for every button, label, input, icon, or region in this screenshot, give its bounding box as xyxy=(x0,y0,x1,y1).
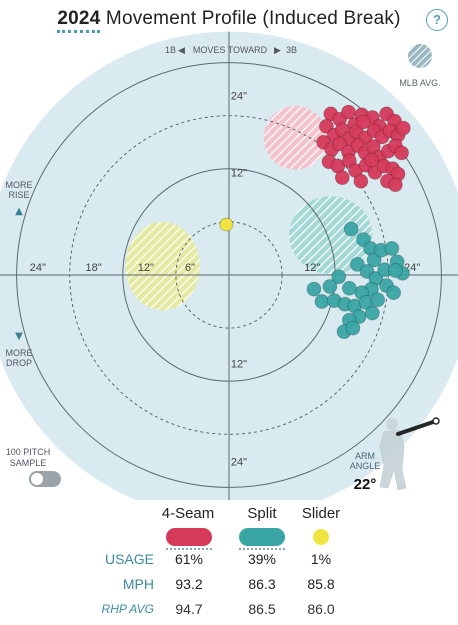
pitch-point-4-seam-19 xyxy=(395,120,411,136)
ring-label-h-3: 6" xyxy=(185,262,195,274)
pitch-point-split-5 xyxy=(384,241,400,256)
arrow-down-icon: ▼ xyxy=(15,331,23,342)
arm-angle-label: ARM ANGLE xyxy=(349,451,381,471)
pitch-point-split-19 xyxy=(322,279,338,294)
more-rise-indicator: MORE RISE ▲ xyxy=(6,180,33,217)
col-head-split: Split xyxy=(247,505,277,522)
mph-split: 86.3 xyxy=(248,576,276,592)
more-drop-line1: MORE xyxy=(6,348,33,358)
direction-1b-label: 1B xyxy=(165,45,176,55)
pill-4seam[interactable] xyxy=(166,528,212,546)
mph-slider: 85.8 xyxy=(307,576,335,592)
pitch-point-4-seam-30 xyxy=(394,145,409,161)
more-rise-line2: RISE xyxy=(8,190,29,200)
pitcher-figure-icon xyxy=(379,417,440,491)
col-head-slider: Slider xyxy=(301,505,341,522)
rhp-slider: 86.0 xyxy=(307,601,335,617)
pill-split[interactable] xyxy=(239,528,285,546)
mlb-avg-4-seam xyxy=(263,105,328,170)
toggle-label: 100 PITCH SAMPLE xyxy=(6,447,51,468)
chart-title: 2024 Movement Profile (Induced Break) xyxy=(0,8,458,33)
ring-label-v-1: 12" xyxy=(231,167,247,179)
pitch-point-split-17 xyxy=(341,280,357,296)
direction-header: 1B ◀ MOVES TOWARD ▶ 3B xyxy=(165,45,297,56)
pitch-point-split-3 xyxy=(366,252,382,268)
row-label-usage: USAGE xyxy=(104,551,154,567)
row-label-rhp-avg: RHP AVG xyxy=(101,602,154,616)
ring-label-h-2: 12" xyxy=(138,262,154,274)
sample-toggle[interactable] xyxy=(29,471,61,487)
pill-slider[interactable] xyxy=(313,529,329,545)
rhp-split: 86.5 xyxy=(248,601,276,617)
pitch-point-split-14 xyxy=(386,285,402,301)
col-head-4seam: 4-Seam xyxy=(161,505,215,522)
pitch-point-split-26 xyxy=(370,292,386,308)
pitch-point-split-31 xyxy=(364,305,380,321)
usage-split: 39% xyxy=(247,551,277,567)
ring-label-v-2: 12" xyxy=(231,359,247,371)
more-drop-line2: DROP xyxy=(6,358,32,368)
usage-slider: 1% xyxy=(310,551,332,567)
arrow-left-icon: ◀ xyxy=(178,46,185,56)
pitch-point-4-seam-45 xyxy=(356,114,371,130)
pitch-point-4-seam-2 xyxy=(341,104,356,120)
row-label-mph: MPH xyxy=(122,576,154,592)
mlb-avg-label: MLB AVG. xyxy=(399,78,440,88)
pitch-point-4-seam-40 xyxy=(334,170,350,186)
arm-angle-value: 22° xyxy=(353,476,377,493)
pitch-point-4-seam-41 xyxy=(353,173,369,189)
toggle-knob xyxy=(31,473,43,485)
pitch-point-4-seam-44 xyxy=(364,152,379,168)
ring-label-h-1: 18" xyxy=(86,262,102,274)
pitch-point-4-seam-43 xyxy=(387,177,403,193)
pitch-point-split-18 xyxy=(331,269,347,285)
pitch-point-slider-0 xyxy=(219,217,234,232)
arrow-right-icon: ▶ xyxy=(274,46,281,56)
arrow-up-icon: ▲ xyxy=(15,206,23,217)
more-drop-indicator: ▼ MORE DROP xyxy=(6,331,33,368)
pitch-point-split-21 xyxy=(314,294,330,309)
pitch-point-split-12 xyxy=(387,263,403,278)
ring-label-h-4: 12" xyxy=(304,262,320,274)
toggle-label-line2: SAMPLE xyxy=(10,458,47,468)
ring-label-v-3: 24" xyxy=(231,457,247,469)
help-icon[interactable]: ? xyxy=(426,9,448,31)
pitch-point-split-20 xyxy=(306,281,322,297)
more-rise-line1: MORE xyxy=(6,180,33,190)
title-text: Movement Profile (Induced Break) xyxy=(105,8,401,29)
usage-4seam: 61% xyxy=(174,551,204,567)
mph-4seam: 93.2 xyxy=(175,576,203,592)
pitch-point-split-30 xyxy=(345,320,361,336)
mlb-avg-legend-icon xyxy=(408,44,432,68)
pitch-point-split-0 xyxy=(343,221,359,237)
year-selector[interactable]: 2024 xyxy=(57,8,101,33)
mlb-avg-split xyxy=(289,196,373,275)
pitch-point-split-8 xyxy=(349,256,365,272)
mlb-avg-slider xyxy=(125,221,200,311)
toggle-label-line1: 100 PITCH xyxy=(6,447,51,457)
pill-underline-4seam xyxy=(166,548,212,550)
mlb-avg-legend: MLB AVG. xyxy=(399,44,441,88)
rhp-4seam: 94.7 xyxy=(175,601,203,617)
ring-label-v-0: 24" xyxy=(231,90,247,102)
direction-3b-label: 3B xyxy=(286,45,297,55)
direction-label: MOVES TOWARD xyxy=(193,45,268,55)
ring-label-h-0: 24" xyxy=(30,262,46,274)
pill-underline-split xyxy=(239,548,285,550)
movement-chart: 24" 18" 12" 6" 12" 24"24"12"12"24" 1B ◀ MOVES… xyxy=(0,31,458,500)
